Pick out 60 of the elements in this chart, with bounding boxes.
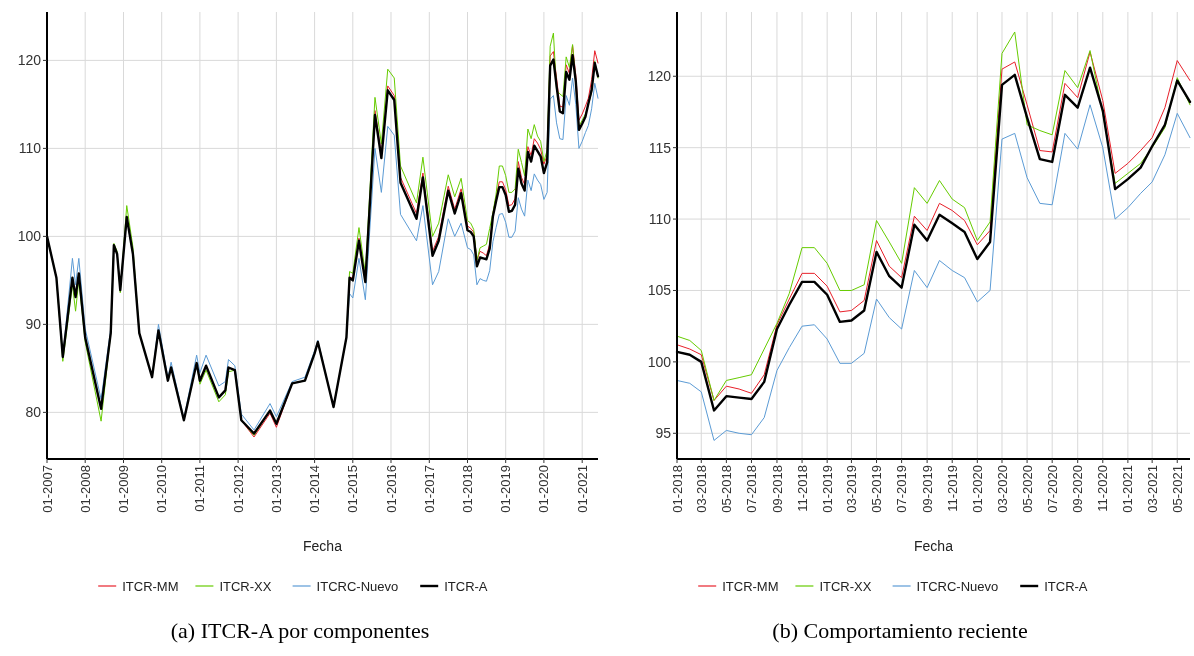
text: (b) Comportamiento reciente <box>772 618 1028 643</box>
x-tick-label: 03-2020 <box>994 465 1010 513</box>
x-tick-label: 05-2018 <box>718 465 734 513</box>
x-tick-label: 03-2018 <box>693 465 709 513</box>
x-tick-label: 01-2018 <box>460 465 476 513</box>
y-tick-label: 100 <box>647 353 672 370</box>
y-tick-label: 110 <box>648 210 672 227</box>
x-tick-label: 01-2020 <box>969 465 985 513</box>
y-tick-label: 105 <box>647 282 672 299</box>
legend-label: ITCR-XX <box>819 578 872 594</box>
legend-label: ITCR-A <box>444 578 488 594</box>
y-tick-label: 120 <box>17 52 42 69</box>
x-tick-label: 01-2010 <box>154 465 170 513</box>
x-tick-label: 01-2019 <box>819 465 835 513</box>
x-tick-label: 01-2013 <box>268 465 284 513</box>
x-tick-label: 01-2007 <box>39 465 55 513</box>
x-tick-label: 01-2008 <box>77 465 93 513</box>
x-tick-label: 01-2020 <box>536 465 552 513</box>
x-tick-label: 11-2018 <box>794 465 810 512</box>
x-tick-label: 05-2019 <box>869 465 885 513</box>
x-tick-label: 03-2019 <box>843 465 859 513</box>
legend-label: ITCR-A <box>1044 578 1088 594</box>
x-tick-label: 01-2017 <box>421 465 437 513</box>
x-tick-label: 01-2021 <box>574 465 590 513</box>
x-tick-label: 07-2018 <box>744 465 760 513</box>
line-series <box>676 104 1191 441</box>
text: (a) ITCR-A por componentes <box>170 618 430 643</box>
x-tick-label: 03-2021 <box>1144 465 1160 513</box>
legend-label: ITCRC-Nuevo <box>916 578 999 594</box>
x-tick-label: 07-2019 <box>894 465 910 513</box>
x-tick-label: 01-2021 <box>1120 465 1136 513</box>
x-tick-label: 01-2018 <box>669 465 685 513</box>
legend-label: ITCR-MM <box>122 578 179 594</box>
x-axis-title: Fecha <box>914 538 954 554</box>
legend-label: ITCR-MM <box>722 578 779 594</box>
x-tick-label: 01-2019 <box>498 465 514 513</box>
x-tick-label: 05-2020 <box>1019 465 1035 513</box>
legend-label: ITCRC-Nuevo <box>316 578 399 594</box>
y-tick-label: 100 <box>17 228 42 245</box>
y-tick-label: 110 <box>18 140 42 157</box>
x-tick-label: 01-2016 <box>383 465 399 513</box>
x-tick-label: 09-2019 <box>919 465 935 513</box>
x-axis-title: Fecha <box>303 538 343 554</box>
legend-label: ITCR-XX <box>219 578 272 594</box>
x-tick-label: 11-2020 <box>1095 465 1111 512</box>
x-tick-label: 01-2015 <box>345 465 361 513</box>
y-tick-label: 115 <box>648 139 672 156</box>
x-tick-label: 11-2019 <box>944 465 960 512</box>
x-tick-label: 09-2018 <box>769 465 785 513</box>
y-tick-label: 120 <box>647 68 672 85</box>
x-tick-label: 01-2011 <box>192 465 208 512</box>
x-tick-label: 09-2020 <box>1070 465 1086 513</box>
x-tick-label: 01-2014 <box>307 465 323 513</box>
x-tick-label: 07-2020 <box>1044 465 1060 513</box>
y-tick-label: 90 <box>25 316 42 333</box>
x-tick-label: 01-2009 <box>116 465 132 513</box>
x-tick-label: 01-2012 <box>230 465 246 513</box>
x-tick-label: 05-2021 <box>1169 465 1185 513</box>
y-tick-label: 95 <box>655 425 672 442</box>
y-tick-label: 80 <box>25 404 42 421</box>
